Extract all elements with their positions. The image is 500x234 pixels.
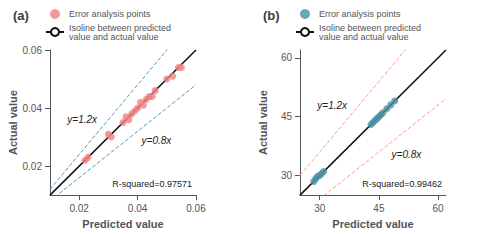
svg-text:45: 45 bbox=[373, 203, 385, 214]
svg-text:0.06: 0.06 bbox=[186, 203, 206, 214]
svg-text:R-squared=0.99462: R-squared=0.99462 bbox=[362, 179, 442, 189]
svg-text:0.04: 0.04 bbox=[128, 203, 148, 214]
svg-text:Isoline between predicted: Isoline between predicted bbox=[319, 22, 422, 33]
svg-text:Error analysis points: Error analysis points bbox=[319, 9, 401, 19]
svg-text:60: 60 bbox=[281, 52, 293, 63]
svg-text:0.04: 0.04 bbox=[23, 103, 43, 114]
svg-text:y=1.2x: y=1.2x bbox=[66, 114, 98, 125]
svg-text:value and actual value: value and actual value bbox=[69, 32, 159, 42]
svg-text:Actual value: Actual value bbox=[257, 90, 269, 155]
svg-text:y=0.8x: y=0.8x bbox=[141, 135, 173, 146]
svg-text:Predicted value: Predicted value bbox=[82, 218, 163, 230]
svg-text:(a): (a) bbox=[13, 8, 29, 23]
svg-text:45: 45 bbox=[281, 111, 293, 122]
svg-text:R-squared=0.97571: R-squared=0.97571 bbox=[112, 179, 192, 189]
svg-text:60: 60 bbox=[433, 203, 445, 214]
svg-text:y=0.8x: y=0.8x bbox=[391, 149, 423, 160]
svg-text:value and actual value: value and actual value bbox=[319, 32, 409, 42]
svg-text:0.02: 0.02 bbox=[69, 203, 89, 214]
svg-text:(b): (b) bbox=[263, 8, 280, 23]
svg-text:Error analysis points: Error analysis points bbox=[69, 9, 151, 19]
svg-text:Actual value: Actual value bbox=[7, 90, 19, 155]
svg-text:Predicted value: Predicted value bbox=[332, 218, 413, 230]
svg-text:y=1.2x: y=1.2x bbox=[316, 100, 348, 111]
svg-text:0.02: 0.02 bbox=[23, 161, 43, 172]
svg-text:30: 30 bbox=[314, 203, 326, 214]
svg-text:0.06: 0.06 bbox=[23, 45, 43, 56]
svg-text:Isoline between predicted: Isoline between predicted bbox=[69, 22, 172, 33]
svg-text:30: 30 bbox=[281, 170, 293, 181]
